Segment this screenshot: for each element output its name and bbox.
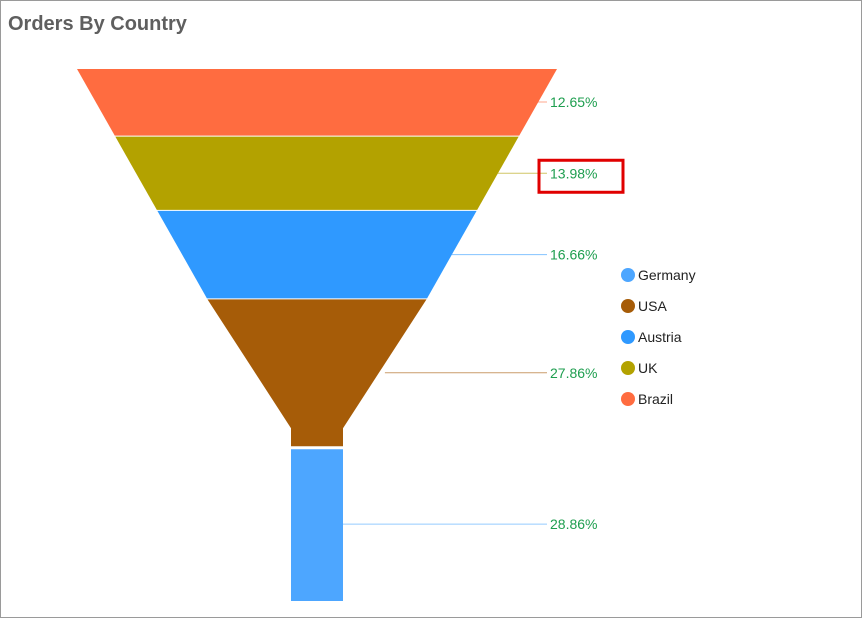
highlight-box: [537, 158, 625, 194]
legend-marker-usa[interactable]: [621, 299, 635, 313]
data-label-usa: 27.86%: [550, 365, 597, 381]
funnel-segment-germany: [291, 449, 343, 601]
data-label-germany: 28.86%: [550, 516, 597, 532]
legend-label-brazil[interactable]: Brazil: [638, 391, 673, 407]
funnel-segment-austria: [157, 210, 477, 299]
data-label-uk: 13.98%: [550, 165, 597, 181]
legend-marker-brazil[interactable]: [621, 392, 635, 406]
legend-label-austria[interactable]: Austria: [638, 329, 682, 345]
data-label-brazil: 12.65%: [550, 94, 597, 110]
legend-marker-germany[interactable]: [621, 268, 635, 282]
legend-label-usa[interactable]: USA: [638, 298, 667, 314]
chart-title: Orders By Country: [8, 13, 187, 35]
funnel-segment-brazil: [77, 69, 557, 136]
funnel-segment-uk: [115, 136, 519, 210]
legend-marker-austria[interactable]: [621, 330, 635, 344]
legend-label-germany[interactable]: Germany: [638, 267, 696, 283]
data-label-austria: 16.66%: [550, 247, 597, 263]
funnel-segment-usa: [207, 299, 427, 447]
legend-marker-uk[interactable]: [621, 361, 635, 375]
legend-label-uk[interactable]: UK: [638, 360, 658, 376]
